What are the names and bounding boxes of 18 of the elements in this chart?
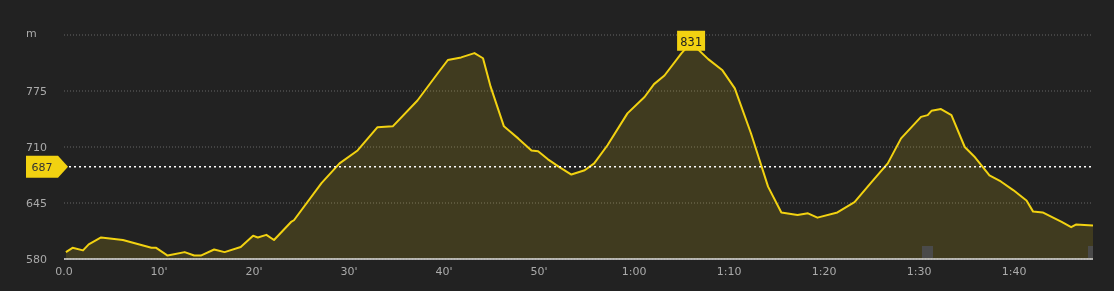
x-tick-label: 30' [340,264,358,278]
y-tick-label: 580 [26,253,47,266]
x-tick-label: 40' [435,264,453,278]
annotation: 831 [680,34,702,49]
x-tick-label: 1:10 [716,264,742,278]
x-tick-label: 1:40 [1001,264,1027,278]
x-tick-label: 1:20 [811,264,837,278]
x-tick-label: 50' [530,264,548,278]
y-tick-label: 645 [26,197,47,210]
x-tick-label: 20' [245,264,263,278]
x-tick-label: 1:30 [906,264,932,278]
x-tick-label: 1:00 [621,264,647,278]
y-tick-label: 775 [26,85,47,98]
x-tick-label: 0.0 [55,264,73,278]
y-axis-title: m [26,27,37,40]
x-tick-label: 10' [150,264,168,278]
y-tick-label: 710 [26,141,47,154]
ref-line-label: 687 [31,160,53,174]
